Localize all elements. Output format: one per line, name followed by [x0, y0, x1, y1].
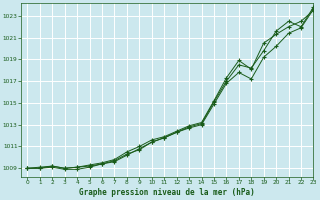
X-axis label: Graphe pression niveau de la mer (hPa): Graphe pression niveau de la mer (hPa) — [79, 188, 255, 197]
